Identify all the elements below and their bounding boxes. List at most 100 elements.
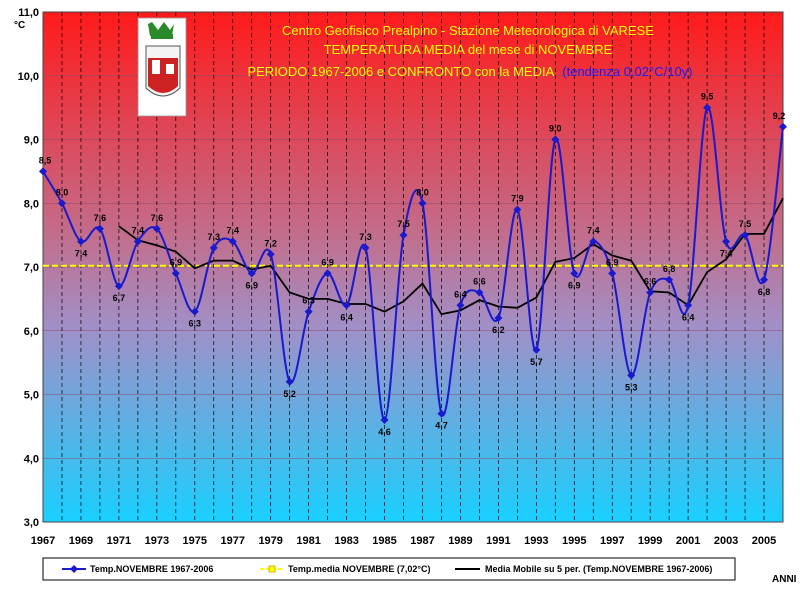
data-label: 6,9 xyxy=(245,280,258,290)
x-tick-label: 1985 xyxy=(372,535,396,547)
legend-item-mean: Temp.media NOVEMBRE (7,02°C) xyxy=(260,564,430,574)
data-point xyxy=(779,122,787,131)
data-point xyxy=(627,371,636,380)
data-label: 9,5 xyxy=(701,92,714,102)
data-label: 7,6 xyxy=(94,213,107,223)
data-label: 7,4 xyxy=(132,226,145,236)
data-label: 6,3 xyxy=(302,296,315,306)
data-label: 7,5 xyxy=(739,219,752,229)
data-label: 8,0 xyxy=(56,187,69,197)
data-point xyxy=(399,231,408,240)
y-tick-label: 5,0 xyxy=(24,390,39,402)
y-tick-label: 11,0 xyxy=(18,7,39,19)
data-label: 4,7 xyxy=(435,421,448,431)
main-series-group xyxy=(39,103,787,424)
data-label: 6,9 xyxy=(321,257,334,267)
x-tick-label: 2003 xyxy=(714,535,738,547)
x-tick-label: 2001 xyxy=(676,535,700,547)
data-label: 7,9 xyxy=(511,194,524,204)
x-tick-label: 1981 xyxy=(296,535,320,547)
data-point xyxy=(475,288,484,297)
data-point xyxy=(247,269,256,278)
data-point xyxy=(95,224,104,233)
data-point xyxy=(589,237,598,246)
data-point xyxy=(76,237,85,246)
y-tick-label: 7,0 xyxy=(24,262,39,274)
legend-item-temp-novembre: Temp.NOVEMBRE 1967-2006 xyxy=(62,564,213,574)
data-label: 6,9 xyxy=(606,257,619,267)
data-point xyxy=(342,301,351,310)
data-label: 5,2 xyxy=(283,389,296,399)
moving-average-line xyxy=(118,197,784,316)
data-point xyxy=(646,288,655,297)
data-label: 7,5 xyxy=(397,219,410,229)
data-point xyxy=(304,307,313,316)
y-tick-label: 4,0 xyxy=(24,453,39,465)
data-point xyxy=(285,377,294,386)
data-point xyxy=(418,199,427,208)
chart-title-line-3-main: PERIODO 1967-2006 e CONFRONTO con la MED… xyxy=(247,64,554,79)
vertical-gridlines xyxy=(42,11,784,523)
data-label: 4,6 xyxy=(378,427,391,437)
data-label: 5,3 xyxy=(625,382,638,392)
legend-item-moving-average: Media Mobile su 5 per. (Temp.NOVEMBRE 19… xyxy=(455,564,712,574)
x-tick-label: 1993 xyxy=(524,535,548,547)
data-point xyxy=(513,205,522,214)
data-point xyxy=(133,237,142,246)
data-label: 6,8 xyxy=(758,287,771,297)
legend-label-moving-average: Media Mobile su 5 per. (Temp.NOVEMBRE 19… xyxy=(485,564,712,574)
legend: Temp.NOVEMBRE 1967-2006 Temp.media NOVEM… xyxy=(42,557,736,581)
data-point xyxy=(722,237,731,246)
data-label: 7,4 xyxy=(587,226,600,236)
chart-title-line-1: Centro Geofisico Prealpino - Stazione Me… xyxy=(282,23,654,38)
x-tick-label: 1997 xyxy=(600,535,624,547)
data-label: 5,7 xyxy=(530,357,543,367)
data-label: 9,0 xyxy=(549,124,562,134)
data-label: 7,3 xyxy=(359,232,372,242)
data-label: 9,2 xyxy=(773,111,786,121)
y-tick-label: 9,0 xyxy=(24,135,39,147)
x-tick-label: 1979 xyxy=(258,535,282,547)
x-tick-label: 1967 xyxy=(31,535,55,547)
y-tick-label: 8,0 xyxy=(24,198,39,210)
x-tick-label: 1995 xyxy=(562,535,586,547)
legend-label-mean: Temp.media NOVEMBRE (7,02°C) xyxy=(288,564,430,574)
data-point xyxy=(152,224,161,233)
x-tick-labels: 1967 1969 1971 1973 1975 1977 1979 1981 1983 1985… xyxy=(31,535,777,547)
plot-border xyxy=(42,11,784,523)
x-tick-label: 1973 xyxy=(145,535,169,547)
x-tick-label: 1991 xyxy=(486,535,510,547)
x-tick-label: 1983 xyxy=(334,535,358,547)
data-label: 7,4 xyxy=(720,249,733,259)
data-label: 7,6 xyxy=(151,213,164,223)
data-point xyxy=(608,269,617,278)
x-tick-label: 2005 xyxy=(752,535,776,547)
data-label: 8,0 xyxy=(416,187,429,197)
data-point xyxy=(171,269,180,278)
data-point xyxy=(456,301,465,310)
moving-average-group xyxy=(118,197,784,316)
data-point xyxy=(760,275,769,284)
data-point xyxy=(551,135,560,144)
data-label: 6,4 xyxy=(340,312,353,322)
data-label: 7,2 xyxy=(264,238,277,248)
data-label: 6,4 xyxy=(454,289,467,299)
data-label: 6,9 xyxy=(170,257,183,267)
y-tick-label: 10,0 xyxy=(18,71,39,83)
data-labels-group: 8,5 8,0 7,4 7,6 6,7 7,4 7,6 6,9 6,3 7,3 7,4 6,9 7,2 5… xyxy=(39,92,786,437)
x-axis-label: ANNI xyxy=(772,574,797,585)
x-tick-label: 1969 xyxy=(69,535,93,547)
y-tick-labels: 3,0 4,0 5,0 6,0 7,0 8,0 9,0 10,0 11,0 xyxy=(18,7,39,529)
data-label: 7,4 xyxy=(75,249,88,259)
y-axis-unit: °C xyxy=(14,20,25,31)
x-tick-label: 1975 xyxy=(183,535,207,547)
coat-of-arms-logo xyxy=(137,17,187,117)
y-tick-label: 3,0 xyxy=(24,517,39,529)
data-label: 7,4 xyxy=(226,226,239,236)
data-point xyxy=(494,314,503,322)
data-point xyxy=(532,345,541,354)
data-point xyxy=(741,231,750,240)
x-tick-label: 1999 xyxy=(638,535,662,547)
data-point xyxy=(39,167,47,176)
